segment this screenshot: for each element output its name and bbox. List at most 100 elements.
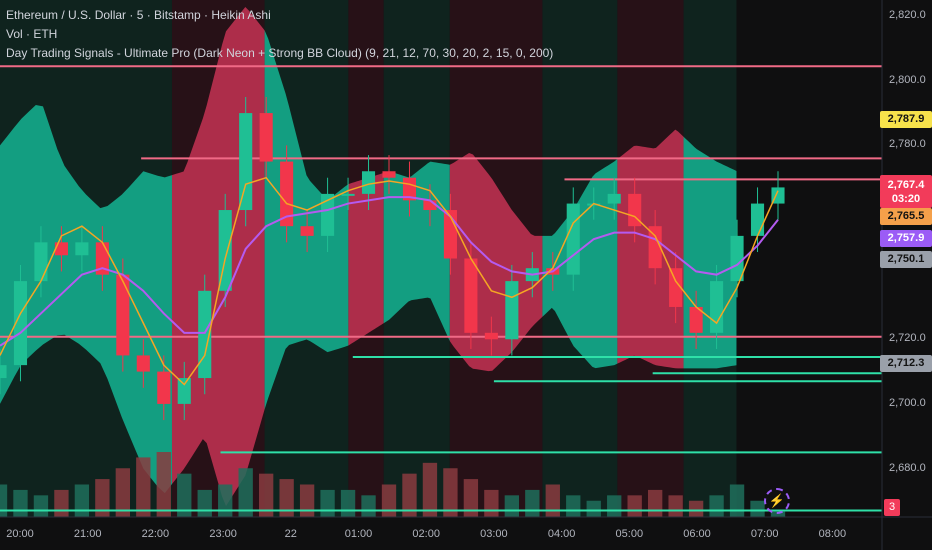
candle-7 (136, 355, 150, 372)
volume-bar-12 (238, 468, 253, 517)
volume-bar-2 (33, 495, 49, 517)
volume-bar-7 (136, 457, 151, 517)
candle-32 (648, 226, 662, 269)
price-tag: 2,757.9 (880, 230, 932, 248)
volume-bar-26 (525, 489, 540, 517)
x-tick-label: 20:00 (6, 528, 34, 540)
price-tag: 2,712.3 (880, 355, 932, 373)
volume-bar-29 (586, 500, 601, 517)
symbol-title[interactable]: Ethereum / U.S. Dollar · 5 · Bitstamp · … (6, 8, 271, 22)
candle-30 (607, 193, 621, 204)
volume-bar-13 (258, 473, 274, 517)
volume-bar-15 (299, 484, 315, 517)
candle-15 (300, 226, 314, 236)
x-tick-label: 23:00 (209, 528, 237, 540)
bb-cloud-2 (264, 30, 349, 410)
price-tag: 2,750.1 (880, 251, 932, 269)
volume-bar-14 (279, 479, 294, 517)
candle-8 (157, 371, 171, 404)
volume-bar-19 (381, 484, 397, 517)
candle-16 (321, 193, 335, 236)
volume-bar-9 (177, 473, 192, 517)
candle-2 (34, 242, 48, 282)
x-tick-label: 05:00 (615, 528, 644, 540)
ema-fast-line (0, 176, 779, 386)
candle-6 (116, 274, 130, 356)
candle-31 (628, 193, 642, 227)
bb-cloud-8 (683, 136, 737, 369)
price-tag: 2,787.9 (880, 110, 932, 128)
volume-badge: 3 (884, 499, 900, 516)
volume-bar-24 (484, 489, 499, 517)
price-tag: 2,765.5 (880, 207, 932, 225)
volume-bar-23 (463, 479, 479, 517)
volume-bar-3 (54, 489, 69, 517)
candle-19 (382, 171, 396, 178)
bb-cloud-6 (542, 159, 618, 369)
candle-18 (361, 171, 376, 194)
volume-bar-8 (156, 452, 171, 517)
x-tick-label: 22 (284, 528, 297, 540)
candle-17 (341, 193, 355, 196)
chart-legend: Ethereum / U.S. Dollar · 5 · Bitstamp · … (6, 6, 553, 63)
volume-bar-30 (607, 495, 622, 517)
candle-33 (669, 268, 683, 307)
candle-4 (75, 242, 89, 256)
volume-bar-32 (647, 489, 663, 517)
x-tick-label: 06:00 (683, 528, 711, 540)
volume-bar-36 (729, 484, 745, 517)
volume-bar-27 (545, 484, 560, 517)
indicator-legend[interactable]: Day Trading Signals - Ultimate Pro (Dark… (6, 46, 554, 60)
x-tick-label: 01:00 (344, 528, 373, 540)
candle-10 (198, 290, 212, 379)
volume-legend[interactable]: Vol · ETH (6, 27, 58, 41)
volume-bar-31 (627, 495, 642, 517)
ema-slow-line (0, 196, 779, 347)
volume-bar-6 (115, 468, 131, 517)
volume-bar-18 (361, 495, 376, 517)
y-tick-label: 2,700.0 (889, 396, 926, 409)
volume-bar-20 (402, 473, 417, 517)
candle-12 (239, 113, 253, 211)
x-tick-label: 03:00 (480, 528, 508, 540)
volume-bar-37 (750, 500, 765, 517)
y-tick-label: 2,720.0 (889, 332, 926, 345)
volume-bar-5 (95, 479, 110, 517)
candle-36 (730, 235, 744, 282)
volume-bar-34 (688, 500, 704, 517)
volume-bar-11 (218, 484, 233, 517)
candle-5 (95, 242, 109, 275)
y-tick-label: 2,680.0 (889, 461, 926, 474)
candle-13 (259, 113, 273, 162)
volume-bar-0 (0, 484, 8, 517)
candle-1 (13, 281, 28, 366)
x-tick-label: 22:00 (141, 528, 170, 540)
price-tag: 2,767.4 (880, 177, 932, 195)
volume-bar-4 (74, 484, 90, 517)
candle-25 (505, 281, 519, 340)
volume-bar-21 (422, 462, 438, 517)
y-tick-label: 2,800.0 (889, 73, 926, 86)
candle-28 (566, 203, 580, 275)
candle-0 (0, 365, 7, 379)
volume-bar-25 (504, 495, 520, 517)
x-tick-label: 02:00 (412, 528, 440, 540)
volume-bar-35 (709, 495, 724, 517)
volume-bar-28 (566, 495, 581, 517)
candle-3 (54, 242, 68, 256)
candle-9 (177, 378, 191, 404)
x-tick-label: 04:00 (547, 528, 576, 540)
candle-34 (689, 306, 703, 333)
candle-35 (710, 281, 724, 333)
volume-bar-17 (340, 489, 356, 517)
candle-23 (464, 258, 478, 333)
bb-cloud-3 (348, 172, 384, 346)
y-tick-label: 2,820.0 (889, 9, 926, 22)
lightning-icon[interactable]: ⚡ (764, 488, 790, 514)
candle-14 (280, 161, 294, 227)
candle-24 (484, 332, 498, 340)
volume-bar-16 (320, 489, 335, 517)
candle-37 (750, 203, 765, 236)
